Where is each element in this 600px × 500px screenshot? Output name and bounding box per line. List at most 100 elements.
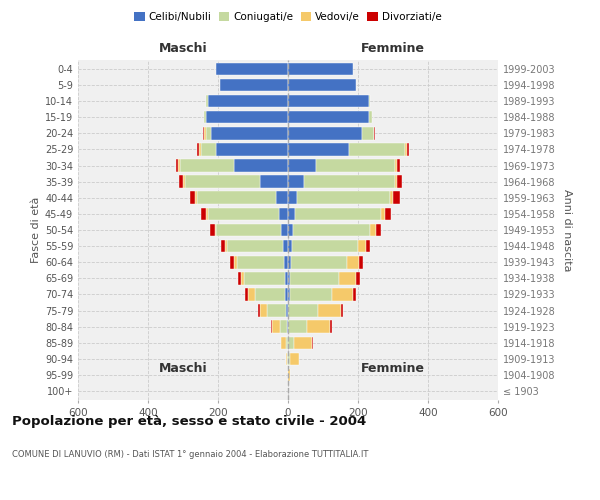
- Bar: [332, 288, 353, 300]
- Bar: [347, 256, 359, 268]
- Bar: [183, 176, 185, 188]
- Bar: [288, 240, 292, 252]
- Bar: [272, 320, 280, 333]
- Bar: [290, 352, 299, 365]
- Bar: [407, 143, 409, 156]
- Bar: [288, 320, 307, 333]
- Bar: [288, 304, 318, 317]
- Y-axis label: Fasce di età: Fasce di età: [31, 197, 41, 263]
- Bar: [288, 192, 297, 204]
- Bar: [368, 111, 372, 124]
- Bar: [267, 304, 286, 317]
- Bar: [288, 336, 295, 349]
- Bar: [216, 62, 288, 75]
- Bar: [290, 272, 339, 284]
- Bar: [385, 208, 391, 220]
- Bar: [197, 143, 199, 156]
- Bar: [288, 208, 295, 220]
- Bar: [287, 352, 288, 365]
- Bar: [318, 304, 341, 317]
- Bar: [176, 160, 178, 172]
- Bar: [190, 192, 195, 204]
- Bar: [395, 160, 397, 172]
- Bar: [234, 256, 236, 268]
- Bar: [179, 176, 183, 188]
- Bar: [216, 143, 288, 156]
- Bar: [290, 288, 332, 300]
- Bar: [221, 240, 225, 252]
- Bar: [185, 176, 260, 188]
- Text: Maschi: Maschi: [158, 42, 208, 55]
- Bar: [227, 240, 283, 252]
- Bar: [288, 368, 290, 382]
- Bar: [397, 176, 402, 188]
- Bar: [203, 127, 204, 140]
- Bar: [295, 336, 312, 349]
- Bar: [295, 208, 381, 220]
- Bar: [206, 95, 208, 108]
- Bar: [199, 143, 200, 156]
- Legend: Celibi/Nubili, Coniugati/e, Vedovi/e, Divorziati/e: Celibi/Nubili, Coniugati/e, Vedovi/e, Di…: [130, 8, 446, 26]
- Bar: [200, 143, 216, 156]
- Bar: [225, 240, 227, 252]
- Bar: [206, 111, 288, 124]
- Bar: [284, 256, 288, 268]
- Text: Popolazione per età, sesso e stato civile - 2004: Popolazione per età, sesso e stato civil…: [12, 415, 366, 428]
- Bar: [361, 127, 374, 140]
- Bar: [304, 176, 395, 188]
- Bar: [288, 176, 304, 188]
- Bar: [204, 111, 206, 124]
- Bar: [374, 127, 375, 140]
- Bar: [208, 208, 279, 220]
- Bar: [330, 320, 332, 333]
- Bar: [286, 352, 287, 365]
- Text: COMUNE DI LANUVIO (RM) - Dati ISTAT 1° gennaio 2004 - Elaborazione TUTTITALIA.IT: COMUNE DI LANUVIO (RM) - Dati ISTAT 1° g…: [12, 450, 368, 459]
- Bar: [376, 224, 381, 236]
- Bar: [238, 272, 241, 284]
- Bar: [381, 208, 385, 220]
- Bar: [288, 160, 316, 172]
- Bar: [286, 304, 288, 317]
- Bar: [206, 208, 208, 220]
- Bar: [356, 272, 360, 284]
- Bar: [288, 78, 356, 92]
- Bar: [201, 208, 206, 220]
- Bar: [288, 127, 361, 140]
- Bar: [288, 111, 368, 124]
- Bar: [215, 224, 216, 236]
- Bar: [389, 192, 393, 204]
- Bar: [281, 336, 286, 349]
- Bar: [179, 160, 234, 172]
- Bar: [197, 192, 276, 204]
- Bar: [220, 78, 288, 92]
- Bar: [288, 288, 290, 300]
- Bar: [209, 224, 215, 236]
- Bar: [287, 320, 288, 333]
- Bar: [211, 127, 288, 140]
- Bar: [280, 320, 287, 333]
- Bar: [292, 240, 358, 252]
- Bar: [284, 288, 288, 300]
- Bar: [397, 160, 400, 172]
- Bar: [178, 160, 179, 172]
- Bar: [234, 160, 288, 172]
- Bar: [339, 272, 356, 284]
- Bar: [283, 240, 288, 252]
- Bar: [245, 288, 248, 300]
- Bar: [349, 143, 405, 156]
- Y-axis label: Anni di nascita: Anni di nascita: [562, 188, 572, 271]
- Bar: [230, 256, 234, 268]
- Bar: [370, 224, 376, 236]
- Bar: [248, 288, 255, 300]
- Bar: [288, 272, 290, 284]
- Bar: [353, 288, 356, 300]
- Bar: [366, 240, 370, 252]
- Bar: [359, 256, 363, 268]
- Bar: [288, 224, 293, 236]
- Bar: [405, 143, 407, 156]
- Bar: [195, 192, 197, 204]
- Bar: [288, 62, 353, 75]
- Bar: [288, 143, 349, 156]
- Bar: [216, 224, 281, 236]
- Bar: [279, 208, 288, 220]
